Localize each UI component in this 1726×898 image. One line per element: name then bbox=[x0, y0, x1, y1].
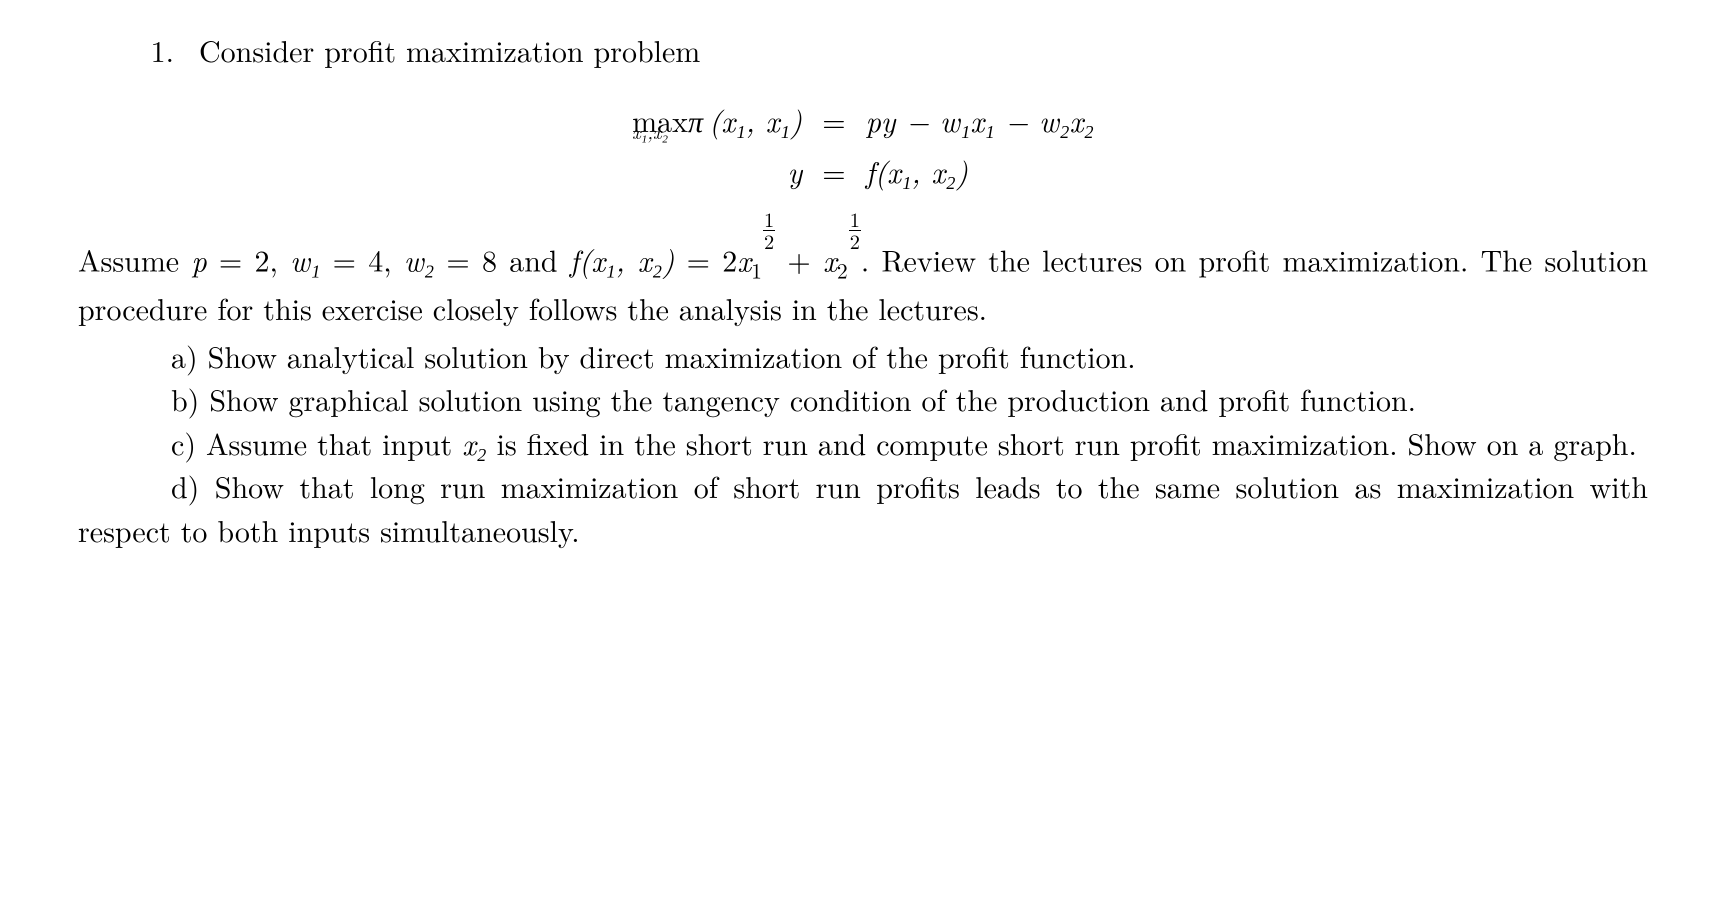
f-term1-exp: 12 bbox=[763, 209, 775, 251]
eq1-lhs: maxπ x₁,x₂ (x₁, x₁) bbox=[622, 94, 812, 146]
part-b-text: Show graphical solution using the tangen… bbox=[209, 377, 1416, 420]
page: 1. Consider profit maximization problem … bbox=[0, 0, 1726, 591]
part-a-label: a) bbox=[171, 334, 198, 377]
eq2-lhs: y bbox=[622, 145, 812, 197]
eq1-equals: = bbox=[812, 94, 855, 146]
equation-block: maxπ x₁,x₂ (x₁, x₁) = py − w₁x₁ − w₂x₂ y… bbox=[78, 94, 1648, 197]
part-a-text: Show analytical solution by direct maxim… bbox=[208, 334, 1136, 377]
problem-number: 1. bbox=[108, 28, 174, 72]
exp2-den: 2 bbox=[849, 230, 861, 251]
part-d: d) Show that long run maximization of sh… bbox=[78, 464, 1648, 551]
w1-val: 4 bbox=[368, 237, 383, 280]
eq1-max-sub: x₁,x₂ bbox=[632, 119, 668, 146]
part-d-label: d) bbox=[171, 464, 199, 507]
part-b-label: b) bbox=[171, 377, 199, 420]
f-coeff: 2 bbox=[722, 237, 737, 280]
assume-paragraph: Assume p = 2, w₁ = 4, w₂ = 8 and f(x₁, x… bbox=[78, 225, 1648, 330]
equation-table: maxπ x₁,x₂ (x₁, x₁) = py − w₁x₁ − w₂x₂ y… bbox=[622, 94, 1104, 197]
part-c-text-post: is fixed in the short run and compute sh… bbox=[487, 421, 1637, 464]
eq1-args: (x₁, x₁) bbox=[709, 98, 802, 141]
problem-intro: Consider profit maximization problem bbox=[199, 28, 700, 71]
equation-row-2: y = f(x₁, x₂) bbox=[622, 145, 1104, 197]
eq2-rhs: f(x₁, x₂) bbox=[856, 145, 1104, 197]
f-term1-sub: 1 bbox=[751, 255, 762, 285]
f-lhs: f(x₁, x₂) bbox=[570, 237, 675, 280]
part-c: c) Assume that input x₂ is fixed in the … bbox=[78, 421, 1648, 465]
f-term2-base: x bbox=[823, 237, 837, 280]
part-a: a) Show analytical solution by direct ma… bbox=[78, 334, 1648, 378]
exp1-den: 2 bbox=[763, 230, 775, 251]
w2-label: w₂ bbox=[404, 237, 434, 280]
w2-val: 8 bbox=[482, 237, 497, 280]
part-c-text-pre: Assume that input bbox=[206, 421, 462, 464]
eq1-pi: π bbox=[688, 98, 703, 141]
f-term1-base: x bbox=[737, 237, 751, 280]
f-term2-sub: 2 bbox=[837, 255, 848, 285]
part-b: b) Show graphical solution using the tan… bbox=[78, 377, 1648, 421]
eq2-equals: = bbox=[812, 145, 855, 197]
w1-label: w₁ bbox=[290, 237, 320, 280]
part-d-text: Show that long run maximization of short… bbox=[78, 464, 1648, 551]
p-val: 2 bbox=[255, 237, 270, 280]
problem-heading-line: 1. Consider profit maximization problem bbox=[108, 28, 1648, 72]
f-term2-exp: 12 bbox=[849, 209, 861, 251]
equation-row-1: maxπ x₁,x₂ (x₁, x₁) = py − w₁x₁ − w₂x₂ bbox=[622, 94, 1104, 146]
part-c-label: c) bbox=[171, 421, 196, 464]
p-label: p bbox=[191, 237, 206, 280]
eq1-rhs: py − w₁x₁ − w₂x₂ bbox=[856, 94, 1104, 146]
part-c-var: x₂ bbox=[462, 421, 486, 464]
assume-prefix: Assume bbox=[78, 237, 191, 280]
